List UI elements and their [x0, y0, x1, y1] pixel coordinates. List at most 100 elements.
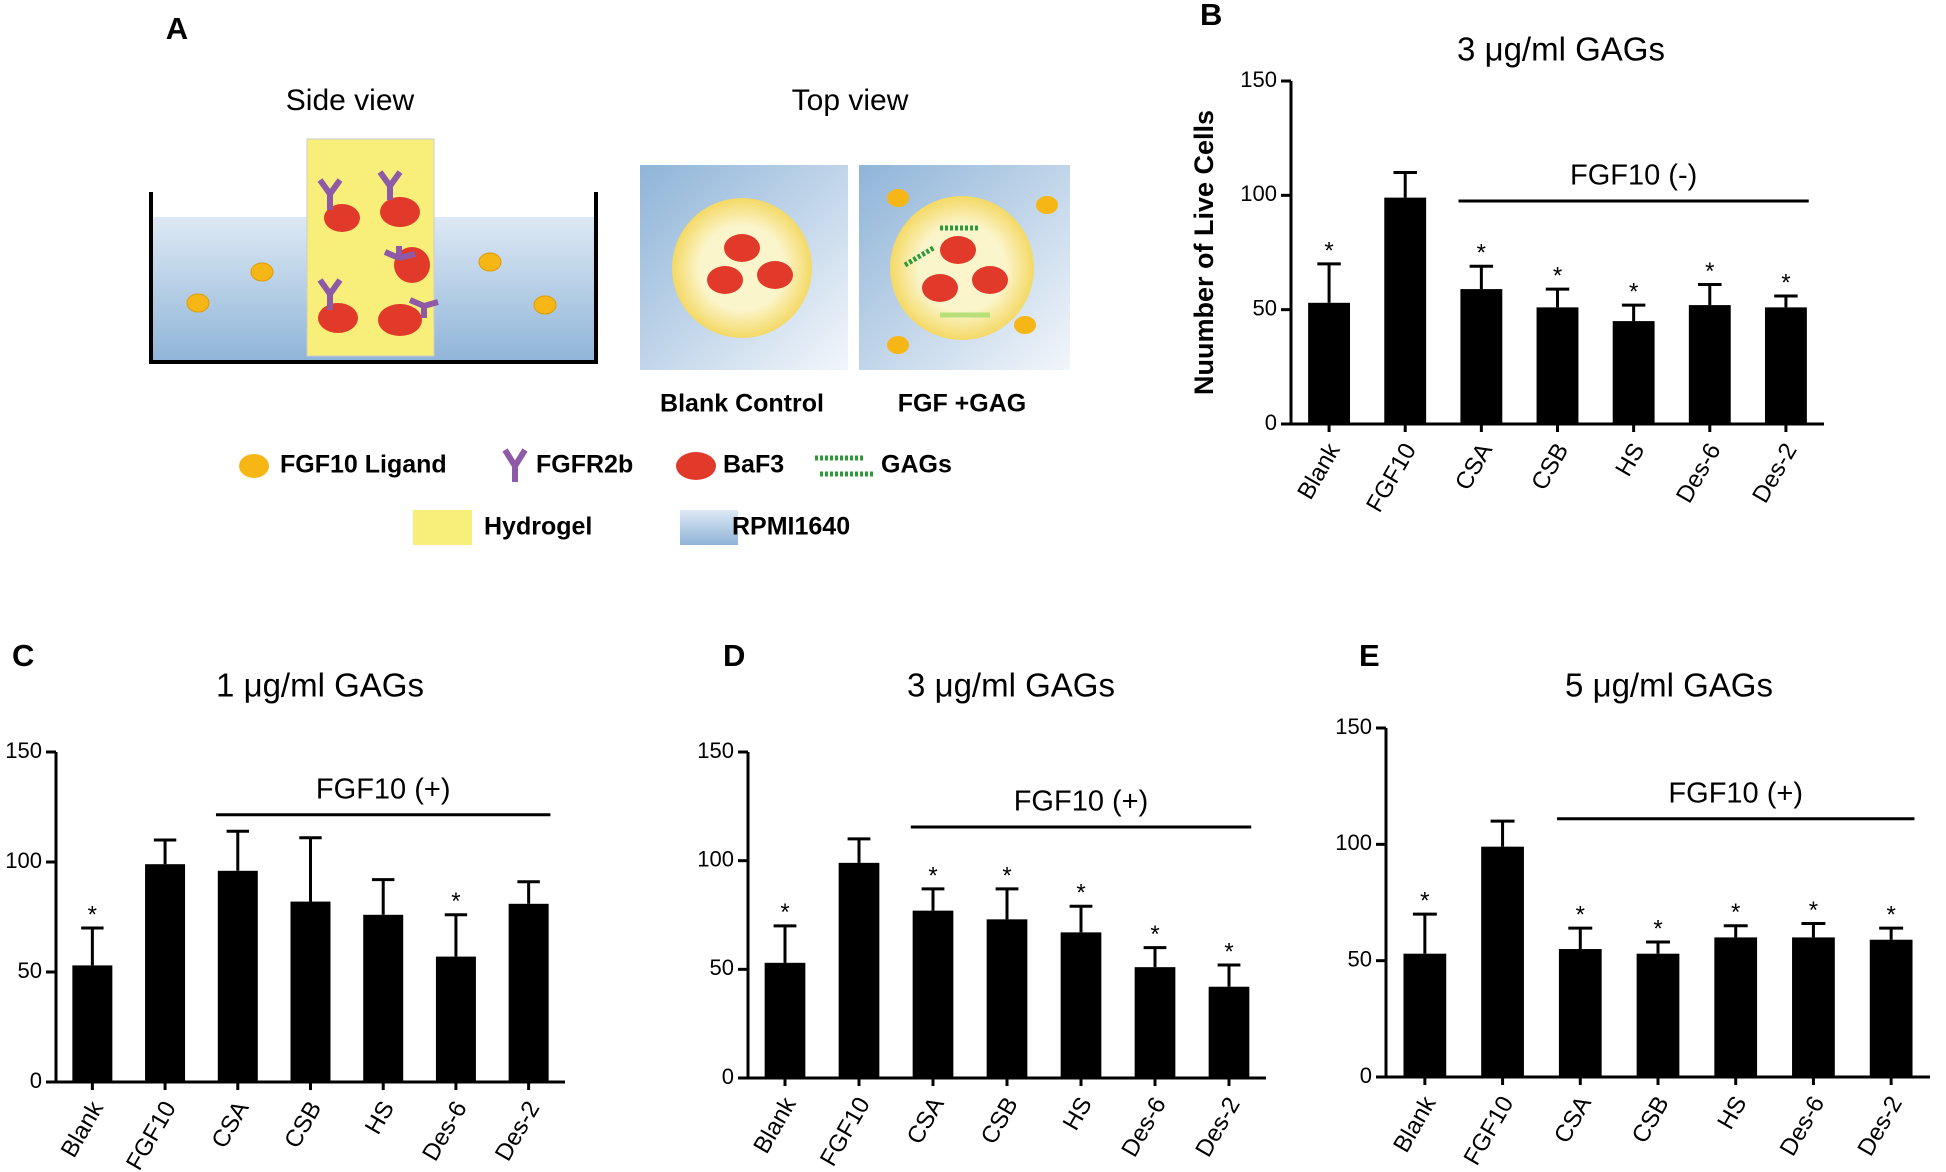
- annotation: FGF10 (+): [1668, 777, 1803, 809]
- error-bar: [1393, 170, 1417, 198]
- error-bar: [1545, 287, 1570, 308]
- bar: [986, 919, 1028, 1078]
- x-tick-label: HS: [1712, 1092, 1752, 1134]
- gag-icon: [815, 455, 875, 477]
- significance-mark: *: [1477, 240, 1486, 267]
- annotation: FGF10 (-): [1570, 160, 1697, 192]
- bar: [1536, 307, 1579, 424]
- x-tick-label: Blank: [1388, 1091, 1442, 1157]
- error-bar: [1801, 921, 1826, 938]
- chart-title: 1 μg/ml GAGs: [216, 667, 424, 704]
- error-bar: [1774, 294, 1798, 308]
- panel-label: B: [1200, 0, 1222, 32]
- x-tick-label: Des-2: [1747, 439, 1802, 508]
- y-tick-label: 0: [722, 1064, 734, 1089]
- x-tick-label: Des-2: [490, 1097, 545, 1166]
- panel-a: A Side view Top view Blank Control FGF +…: [149, 11, 1070, 545]
- error-bar: [773, 924, 797, 963]
- y-tick-label: 100: [697, 846, 734, 871]
- x-tick-label: Des-6: [417, 1097, 472, 1166]
- bar: [1688, 305, 1731, 424]
- gags: [903, 225, 990, 318]
- error-bar: [517, 880, 540, 904]
- hydrogel-swatch: [413, 510, 472, 545]
- legend-hydrogel: Hydrogel: [484, 513, 592, 541]
- fgf-gag-label: FGF +GAG: [898, 390, 1026, 418]
- error-bar: [81, 926, 104, 966]
- y-tick-label: 100: [1335, 830, 1372, 855]
- x-tick-label: CSA: [902, 1093, 950, 1149]
- significance-mark: *: [1653, 915, 1662, 942]
- error-bar: [1621, 303, 1646, 322]
- x-tick-label: FGF10: [1459, 1092, 1520, 1170]
- significance-mark: *: [1553, 262, 1562, 289]
- bar: [838, 862, 880, 1078]
- significance-mark: *: [1705, 258, 1714, 285]
- significance-mark: *: [780, 899, 789, 926]
- bar: [363, 914, 404, 1082]
- error-bar: [1879, 926, 1904, 940]
- panel-label: D: [723, 638, 745, 673]
- x-tick-label: Blank: [748, 1092, 802, 1158]
- error-bar: [1469, 264, 1494, 290]
- significance-mark: *: [1629, 278, 1638, 305]
- x-tick-label: CSB: [279, 1097, 327, 1153]
- x-tick-label: Blank: [56, 1096, 110, 1162]
- annotation: FGF10 (+): [1014, 786, 1149, 818]
- x-tick-label: CSB: [976, 1093, 1024, 1149]
- y-tick-label: 100: [1240, 181, 1277, 206]
- error-bar: [847, 837, 871, 863]
- bar: [1869, 939, 1913, 1077]
- error-bar: [1412, 912, 1437, 954]
- y-tick-label: 0: [30, 1068, 42, 1093]
- bar: [912, 910, 954, 1078]
- chart-title: 3 μg/ml GAGs: [1457, 31, 1665, 68]
- bar: [290, 901, 331, 1082]
- x-tick-label: Des-6: [1775, 1092, 1830, 1161]
- bar: [1308, 302, 1351, 424]
- x-tick-label: CSA: [206, 1097, 254, 1153]
- y-tick-label: 150: [1240, 67, 1277, 92]
- blank-control-label: Blank Control: [660, 390, 824, 418]
- x-tick-label: FGF10: [815, 1093, 876, 1171]
- bar: [1403, 953, 1447, 1077]
- x-tick-label: CSA: [1549, 1092, 1597, 1148]
- error-bar: [1069, 904, 1093, 933]
- cells: [707, 234, 793, 294]
- y-tick-label: 50: [710, 955, 734, 980]
- y-tick-label: 0: [1360, 1063, 1372, 1088]
- bar: [1208, 986, 1250, 1078]
- bar: [435, 956, 476, 1082]
- y-tick-label: 150: [697, 738, 734, 763]
- x-tick-label: FGF10: [121, 1097, 182, 1172]
- significance-mark: *: [88, 901, 97, 928]
- error-bar: [1490, 819, 1515, 847]
- top-view-label: Top view: [792, 84, 909, 117]
- bar: [1134, 967, 1176, 1078]
- legend-cell: BaF3: [723, 451, 784, 479]
- bar: [1764, 307, 1807, 424]
- bar: [1060, 932, 1102, 1078]
- y-axis-label: Nuumber of Live Cells: [1189, 110, 1219, 395]
- bar: [1481, 846, 1524, 1077]
- annotation: FGF10 (+): [316, 773, 451, 805]
- x-tick-label: HS: [1058, 1093, 1098, 1135]
- significance-mark: *: [1781, 269, 1790, 296]
- ligands: [186, 252, 557, 315]
- bar: [1714, 937, 1758, 1077]
- cells: [318, 197, 430, 336]
- significance-mark: *: [1076, 880, 1085, 907]
- x-tick-label: CSB: [1627, 1092, 1675, 1148]
- significance-mark: *: [1420, 887, 1429, 914]
- bar: [1460, 289, 1503, 424]
- side-view-label: Side view: [286, 84, 415, 117]
- gel-drop: [890, 196, 1034, 340]
- x-tick-label: HS: [1610, 439, 1650, 481]
- significance-mark: *: [1224, 938, 1233, 965]
- error-bar: [444, 913, 468, 957]
- error-bar: [1143, 946, 1167, 968]
- bar: [764, 962, 806, 1078]
- y-tick-label: 100: [5, 848, 42, 873]
- chart-title: 3 μg/ml GAGs: [907, 667, 1115, 704]
